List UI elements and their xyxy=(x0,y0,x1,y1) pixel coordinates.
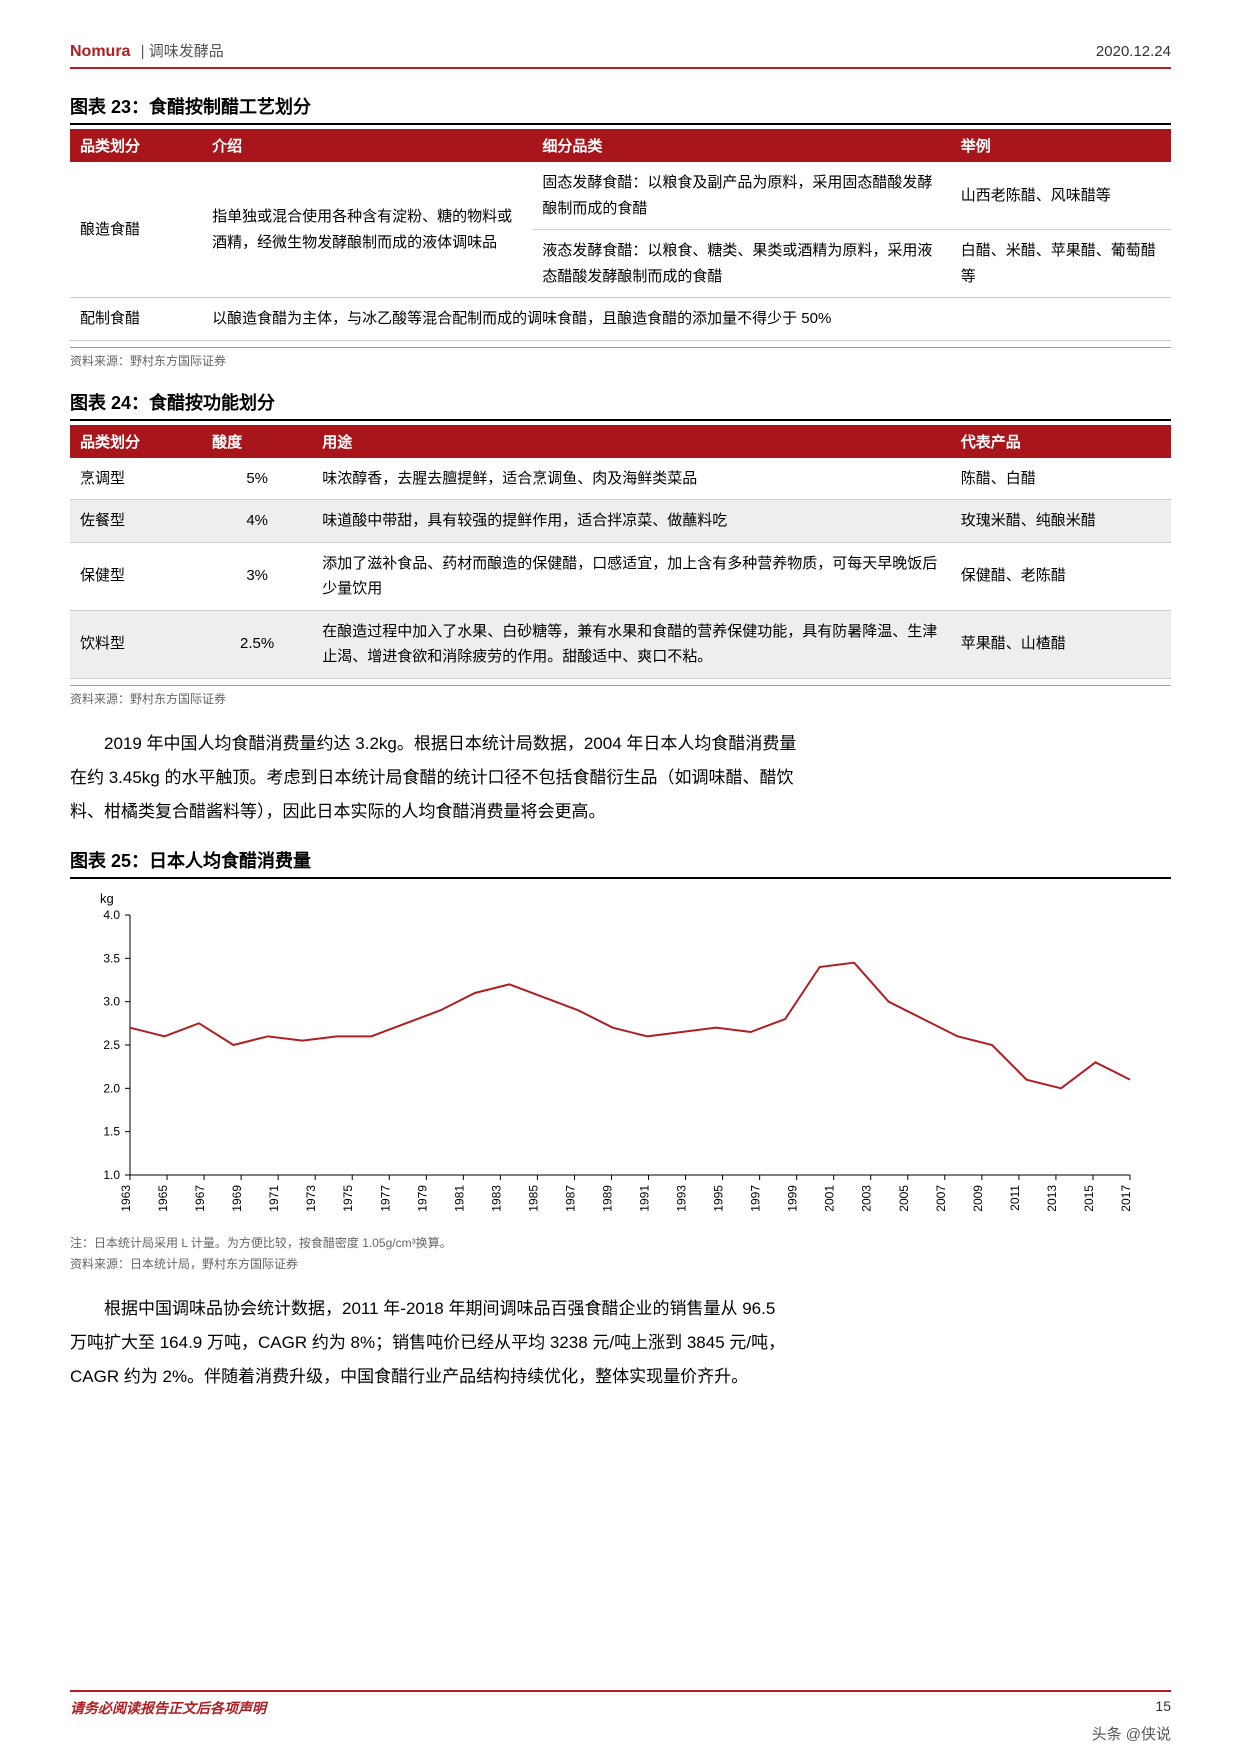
table-row: 佐餐型4%味道酸中带甜，具有较强的提鲜作用，适合拌凉菜、做蘸料吃玫瑰米醋、纯酿米… xyxy=(70,500,1171,543)
td: 保健醋、老陈醋 xyxy=(951,542,1171,610)
td: 陈醋、白醋 xyxy=(951,458,1171,500)
doc-date: 2020.12.24 xyxy=(1096,43,1171,60)
th-example: 举例 xyxy=(951,129,1171,162)
th: 酸度 xyxy=(202,425,312,458)
svg-text:1981: 1981 xyxy=(452,1184,466,1211)
svg-text:2017: 2017 xyxy=(1119,1184,1133,1211)
svg-text:1.0: 1.0 xyxy=(103,1168,120,1182)
td: 保健型 xyxy=(70,542,202,610)
td: 3% xyxy=(202,542,312,610)
svg-text:3.5: 3.5 xyxy=(103,951,120,965)
td: 4% xyxy=(202,500,312,543)
footer-disclaimer: 请务必阅读报告正文后各项声明 xyxy=(70,1698,266,1718)
table-23: 品类划分 介绍 细分品类 举例 酿造食醋 指单独或混合使用各种含有淀粉、糖的物料… xyxy=(70,129,1171,341)
svg-text:2005: 2005 xyxy=(897,1184,911,1211)
svg-text:1985: 1985 xyxy=(526,1184,540,1211)
svg-text:4.0: 4.0 xyxy=(103,908,120,922)
chart-25: kg 1.0 1.5 2.0 2.5 3.0 3.5 4.0 1963 1965 1967 1969 1… xyxy=(70,885,1171,1230)
td: 液态发酵食醋：以粮食、糖类、果类或酒精为原料，采用液态醋酸发酵酿制而成的食醋 xyxy=(532,230,950,298)
page-footer: 请务必阅读报告正文后各项声明 15 xyxy=(70,1690,1171,1718)
svg-text:kg: kg xyxy=(100,891,114,906)
td: 配制食醋 xyxy=(70,298,202,341)
td: 酿造食醋 xyxy=(70,162,202,298)
svg-text:1.5: 1.5 xyxy=(103,1124,120,1138)
svg-text:1977: 1977 xyxy=(378,1184,392,1211)
svg-text:2001: 2001 xyxy=(823,1184,837,1211)
table-row: 饮料型2.5%在酿造过程中加入了水果、白砂糖等，兼有水果和食醋的营养保健功能，具… xyxy=(70,610,1171,678)
chart-25-source: 资料来源：日本统计局，野村东方国际证券 xyxy=(70,1251,1171,1272)
svg-text:1991: 1991 xyxy=(638,1184,652,1211)
svg-text:2007: 2007 xyxy=(934,1184,948,1211)
th: 代表产品 xyxy=(951,425,1171,458)
th: 用途 xyxy=(312,425,951,458)
th-intro: 介绍 xyxy=(202,129,532,162)
figure-25-title: 图表 25：日本人均食醋消费量 xyxy=(70,847,1171,879)
svg-text:2003: 2003 xyxy=(860,1184,874,1211)
chart-25-note: 注：日本统计局采用 L 计量。为方便比较，按食醋密度 1.05g/cm³换算。 xyxy=(70,1234,1171,1251)
td: 佐餐型 xyxy=(70,500,202,543)
svg-text:1989: 1989 xyxy=(600,1184,614,1211)
svg-text:1993: 1993 xyxy=(675,1184,689,1211)
footer-page-number: 15 xyxy=(1155,1698,1171,1718)
figure-23-title: 图表 23：食醋按制醋工艺划分 xyxy=(70,93,1171,125)
svg-text:1997: 1997 xyxy=(749,1184,763,1211)
svg-text:1969: 1969 xyxy=(230,1184,244,1211)
td: 固态发酵食醋：以粮食及副产品为原料，采用固态醋酸发酵酿制而成的食醋 xyxy=(532,162,950,230)
td: 5% xyxy=(202,458,312,500)
svg-text:2015: 2015 xyxy=(1082,1184,1096,1211)
table-row: 烹调型5%味浓醇香，去腥去膻提鲜，适合烹调鱼、肉及海鲜类菜品陈醋、白醋 xyxy=(70,458,1171,500)
svg-text:1965: 1965 xyxy=(156,1184,170,1211)
svg-text:1999: 1999 xyxy=(786,1184,800,1211)
paragraph-2: 根据中国调味品协会统计数据，2011 年-2018 年期间调味品百强食醋企业的销… xyxy=(70,1292,797,1394)
td: 添加了滋补食品、药材而酿造的保健醋，口感适宜，加上含有多种营养物质，可每天早晚饭… xyxy=(312,542,951,610)
brand: Nomura xyxy=(70,43,130,60)
svg-text:1995: 1995 xyxy=(712,1184,726,1211)
th: 品类划分 xyxy=(70,425,202,458)
th-category: 品类划分 xyxy=(70,129,202,162)
td: 味浓醇香，去腥去膻提鲜，适合烹调鱼、肉及海鲜类菜品 xyxy=(312,458,951,500)
table-23-source: 资料来源：野村东方国际证券 xyxy=(70,347,1171,369)
table-row: 保健型3%添加了滋补食品、药材而酿造的保健醋，口感适宜，加上含有多种营养物质，可… xyxy=(70,542,1171,610)
td: 山西老陈醋、风味醋等 xyxy=(951,162,1171,230)
svg-text:1987: 1987 xyxy=(563,1184,577,1211)
td: 饮料型 xyxy=(70,610,202,678)
svg-text:1973: 1973 xyxy=(304,1184,318,1211)
td: 味道酸中带甜，具有较强的提鲜作用，适合拌凉菜、做蘸料吃 xyxy=(312,500,951,543)
th-subcategory: 细分品类 xyxy=(532,129,950,162)
watermark: 头条 @侠说 xyxy=(1092,1723,1171,1744)
svg-text:1971: 1971 xyxy=(267,1184,281,1211)
header-rule xyxy=(70,67,1171,69)
svg-text:2011: 2011 xyxy=(1008,1184,1022,1210)
td: 白醋、米醋、苹果醋、葡萄醋等 xyxy=(951,230,1171,298)
td: 指单独或混合使用各种含有淀粉、糖的物料或酒精，经微生物发酵酿制而成的液体调味品 xyxy=(202,162,532,298)
svg-text:1979: 1979 xyxy=(415,1184,429,1211)
table-24-source: 资料来源：野村东方国际证券 xyxy=(70,685,1171,707)
figure-24-title: 图表 24：食醋按功能划分 xyxy=(70,389,1171,421)
table-24: 品类划分 酸度 用途 代表产品 烹调型5%味浓醇香，去腥去膻提鲜，适合烹调鱼、肉… xyxy=(70,425,1171,679)
svg-text:3.0: 3.0 xyxy=(103,994,120,1008)
td: 苹果醋、山楂醋 xyxy=(951,610,1171,678)
svg-text:2013: 2013 xyxy=(1045,1184,1059,1211)
svg-text:1967: 1967 xyxy=(193,1184,207,1211)
svg-text:1975: 1975 xyxy=(341,1184,355,1211)
td: 2.5% xyxy=(202,610,312,678)
doc-title: | 调味发酵品 xyxy=(141,43,224,60)
svg-text:2.5: 2.5 xyxy=(103,1038,120,1052)
chart-25-svg: kg 1.0 1.5 2.0 2.5 3.0 3.5 4.0 1963 1965 1967 1969 1… xyxy=(70,885,1150,1225)
svg-text:2009: 2009 xyxy=(971,1184,985,1211)
svg-text:2.0: 2.0 xyxy=(103,1081,120,1095)
svg-text:1983: 1983 xyxy=(489,1184,503,1211)
svg-text:1963: 1963 xyxy=(119,1184,133,1211)
td: 以酿造食醋为主体，与冰乙酸等混合配制而成的调味食醋，且酿造食醋的添加量不得少于 … xyxy=(202,298,1171,341)
td: 烹调型 xyxy=(70,458,202,500)
td: 在酿造过程中加入了水果、白砂糖等，兼有水果和食醋的营养保健功能，具有防暑降温、生… xyxy=(312,610,951,678)
td: 玫瑰米醋、纯酿米醋 xyxy=(951,500,1171,543)
paragraph-1: 2019 年中国人均食醋消费量约达 3.2kg。根据日本统计局数据，2004 年… xyxy=(70,727,797,829)
